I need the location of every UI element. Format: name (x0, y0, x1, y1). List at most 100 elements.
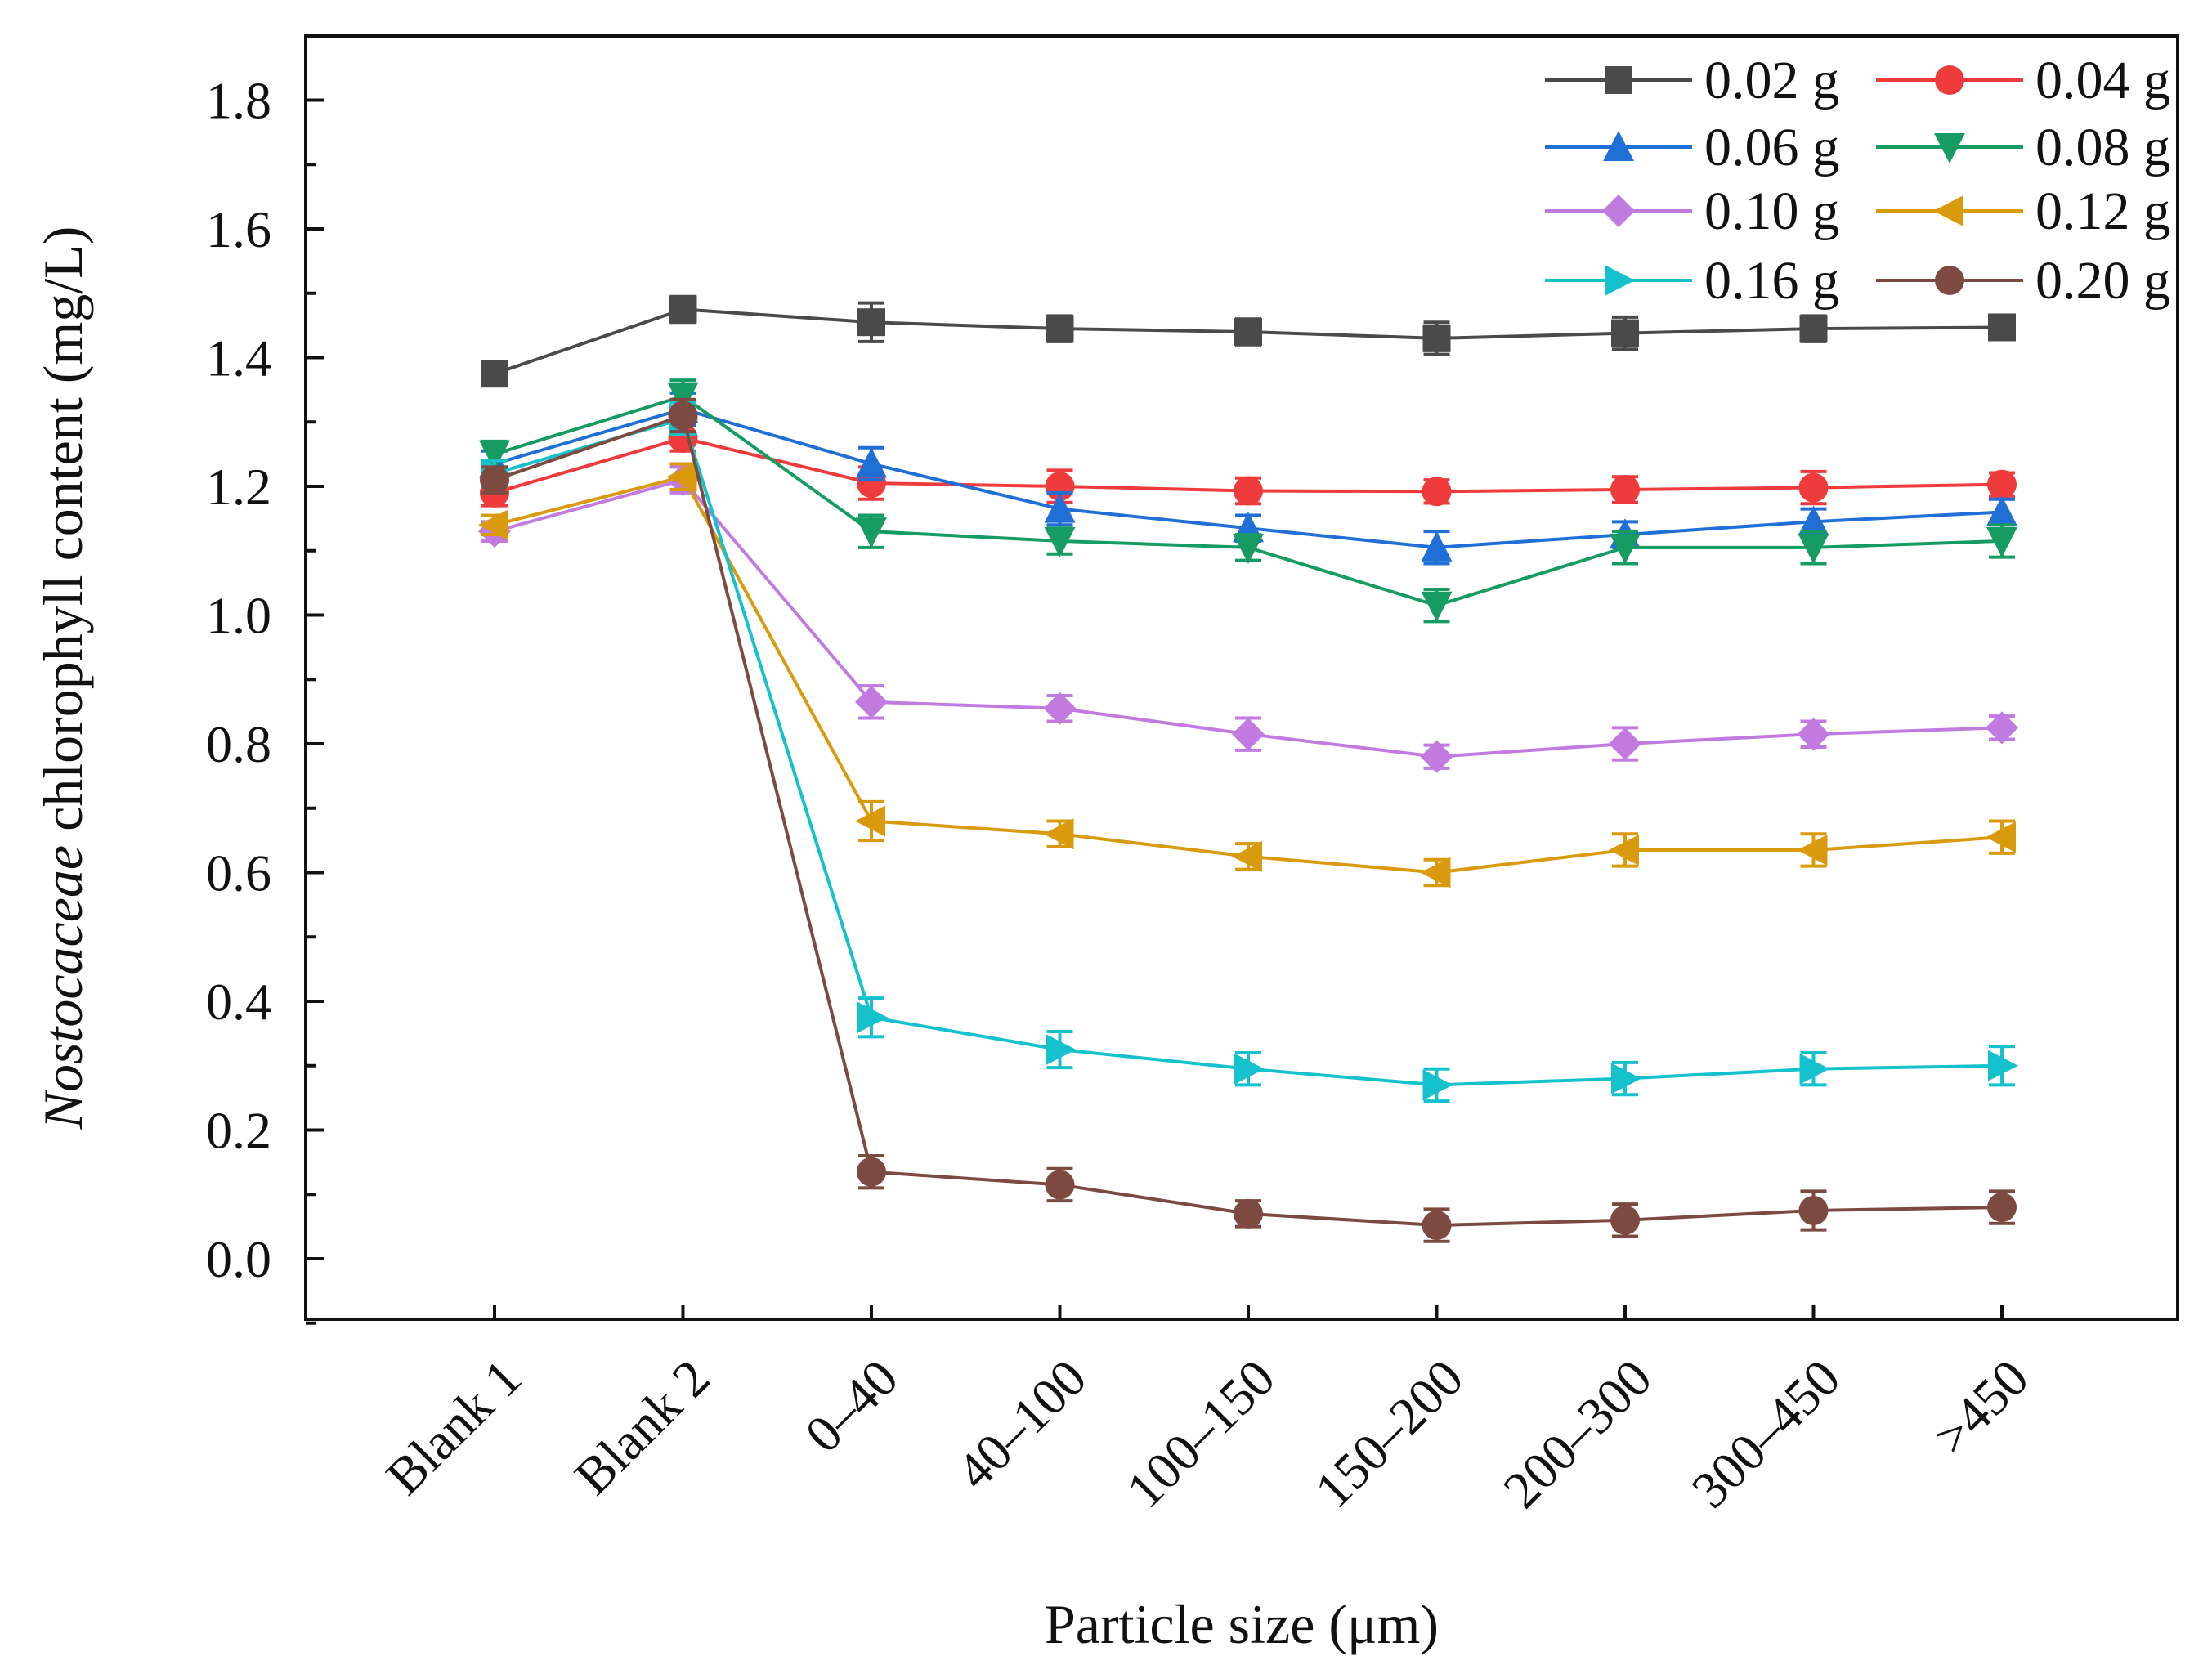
data-point (1797, 718, 1830, 751)
data-point (1422, 1211, 1452, 1241)
data-point (1610, 474, 1640, 504)
legend-item: 0.06 g (1545, 118, 1839, 177)
data-point (1234, 1198, 1263, 1229)
legend-item: 0.16 g (1545, 251, 1839, 311)
series-layer (478, 294, 2018, 1243)
legend-marker (1933, 195, 1963, 226)
y-tick-label: 1.6 (206, 200, 271, 258)
data-point (481, 360, 508, 388)
data-point (1610, 1205, 1640, 1235)
y-axis-title-rest: chlorophyll content (mg/L) (32, 226, 94, 845)
series-0-04-g (480, 423, 2017, 508)
series-0-10-g (478, 463, 2018, 773)
y-tick-label: 1.8 (206, 72, 271, 130)
legend-label: 0.02 g (1704, 51, 1839, 110)
data-point (480, 465, 509, 495)
data-point (1986, 495, 2017, 526)
data-point (667, 382, 699, 413)
legend-label: 0.12 g (2035, 181, 2170, 241)
legend-label: 0.20 g (2035, 251, 2170, 311)
data-point (1233, 533, 1264, 564)
data-point (1234, 476, 1263, 506)
legend-marker (1605, 66, 1632, 94)
data-point (1046, 1034, 1077, 1066)
y-tick-label: 0.0 (206, 1230, 271, 1288)
legend-label: 0.10 g (1704, 181, 1839, 241)
data-point (855, 805, 885, 837)
data-point (857, 308, 885, 337)
data-point (1797, 834, 1828, 866)
data-point (856, 447, 887, 478)
data-point (1986, 711, 2018, 745)
y-axis-title: Nostocaceae chlorophyll content (mg/L) (32, 226, 94, 1130)
legend-marker (1602, 195, 1635, 227)
legend-marker (1605, 265, 1635, 296)
data-point (856, 517, 887, 548)
data-point (1986, 821, 2016, 853)
data-point (1044, 492, 1076, 523)
data-point (1987, 469, 2017, 499)
data-point (1988, 1050, 2018, 1081)
y-tick-label: 1.4 (206, 329, 271, 387)
legend-item: 0.08 g (1876, 118, 2170, 177)
data-point (857, 1001, 888, 1033)
data-point (1234, 318, 1262, 346)
x-tick-label: >450 (1922, 1349, 2040, 1466)
data-point (1232, 718, 1265, 751)
legend: 0.02 g 0.04 g 0.06 g 0.08 g 0.10 g 0.12 g 0.16… (1545, 51, 2170, 311)
data-point (1420, 857, 1451, 888)
y-axis-title-italic: Nostocaceae (32, 845, 94, 1130)
x-tick-label: 300–450 (1681, 1349, 1852, 1520)
data-point (1421, 591, 1453, 622)
data-point (1044, 526, 1076, 557)
y-tick-label: 0.4 (206, 973, 271, 1031)
data-point (1798, 1195, 1829, 1225)
data-point (1045, 1170, 1075, 1200)
data-point (478, 509, 508, 541)
legend-item: 0.04 g (1876, 51, 2170, 110)
series-0-08-g (479, 378, 2017, 624)
legend-item: 0.10 g (1545, 181, 1839, 241)
x-tick-label: 40–100 (945, 1349, 1097, 1501)
data-point (1609, 834, 1639, 866)
data-point (1232, 840, 1262, 872)
series-0-12-g (478, 461, 2016, 888)
data-point (1986, 526, 2017, 557)
plot-frame (304, 34, 2179, 1321)
data-point (857, 1157, 886, 1187)
legend-marker (1935, 65, 1964, 95)
data-point (1798, 505, 1829, 536)
y-tick-label: 0.2 (206, 1102, 271, 1160)
legend-item: 0.02 g (1545, 51, 1839, 110)
legend-marker (1934, 133, 1965, 163)
data-point (1422, 1069, 1453, 1101)
x-axis: Blank 1 Blank 2 0–40 40–100 100–150 150–200 20… (375, 1305, 2040, 1519)
legend-marker (1935, 266, 1964, 295)
data-point (666, 461, 697, 493)
y-tick-label: 0.6 (206, 844, 271, 902)
data-point (1987, 1193, 2017, 1222)
data-point (1421, 530, 1453, 562)
legend-label: 0.06 g (1704, 118, 1839, 177)
data-point (1798, 533, 1829, 564)
data-point (668, 401, 698, 431)
data-point (1420, 740, 1453, 773)
data-point (1043, 692, 1077, 725)
y-tick-label: 1.2 (206, 458, 271, 516)
data-point (1422, 324, 1451, 352)
data-point (1610, 533, 1641, 564)
data-point (1609, 727, 1641, 760)
data-point (1046, 315, 1074, 343)
data-point (1799, 315, 1828, 343)
legend-label: 0.16 g (1704, 251, 1839, 311)
series-0-20-g (480, 397, 2017, 1243)
x-tick-label: 150–200 (1304, 1349, 1475, 1520)
data-point (1043, 818, 1074, 850)
x-tick-label: 100–150 (1115, 1349, 1286, 1520)
legend-item: 0.20 g (1876, 251, 2170, 311)
data-point (1611, 319, 1639, 347)
legend-label: 0.08 g (2035, 118, 2170, 177)
x-tick-label: 200–300 (1492, 1349, 1663, 1520)
